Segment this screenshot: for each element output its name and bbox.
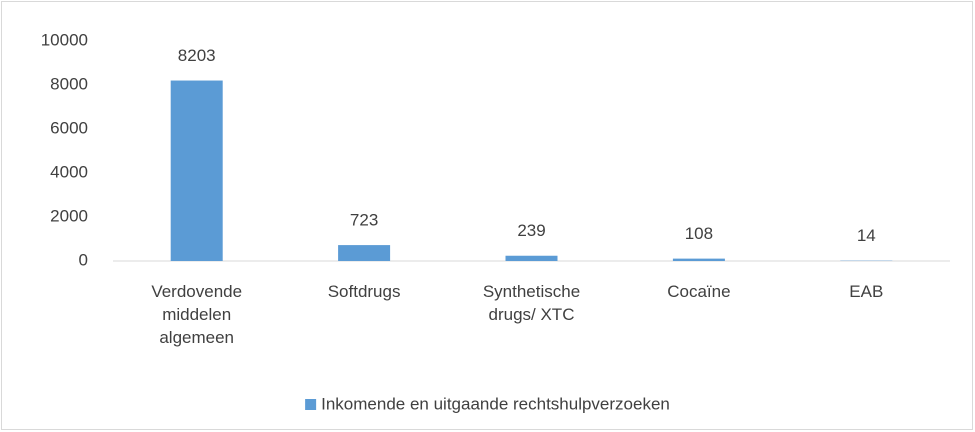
data-label: 14 — [857, 226, 876, 245]
x-tick-label: Verdovende middelen algemeen — [151, 282, 243, 347]
y-tick-label: 8000 — [50, 74, 88, 93]
data-label: 108 — [685, 224, 713, 243]
legend-swatch — [305, 399, 317, 410]
data-label: 239 — [517, 221, 545, 240]
data-label: 723 — [350, 211, 378, 230]
y-tick-label: 4000 — [50, 162, 88, 181]
legend-label: Inkomende en uitgaande rechtshulpverzoek… — [321, 394, 670, 413]
x-tick-label: Cocaïne — [667, 282, 731, 301]
bar — [672, 258, 725, 261]
bar — [505, 255, 558, 261]
x-tick-label: Synthetische drugs/ XTC — [482, 282, 581, 324]
bar — [338, 245, 391, 261]
y-tick-label: 10000 — [41, 30, 88, 49]
y-tick-label: 6000 — [50, 118, 88, 137]
x-tick-label: Softdrugs — [327, 282, 401, 301]
data-label: 8203 — [178, 46, 216, 65]
x-tick-label: EAB — [849, 282, 884, 301]
y-tick-label: 2000 — [50, 206, 88, 225]
y-tick-label: 0 — [79, 250, 88, 269]
bar — [170, 80, 223, 261]
